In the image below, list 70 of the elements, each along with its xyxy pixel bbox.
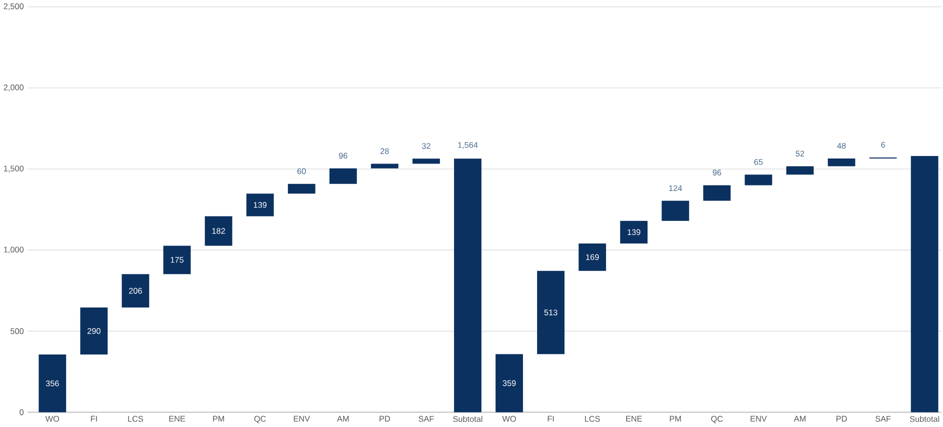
- data-label: 513: [544, 310, 558, 316]
- data-label: 96: [712, 170, 722, 176]
- bar: [246, 194, 274, 216]
- data-label: 65: [754, 159, 763, 166]
- bar: [204, 216, 232, 246]
- data-label: 356: [46, 380, 59, 387]
- x-tick-label: QC: [711, 416, 723, 424]
- bar: [786, 166, 814, 175]
- data-label: 96: [338, 153, 348, 159]
- y-tick-label: 500: [10, 328, 24, 334]
- x-tick-label: ENV: [750, 416, 767, 422]
- data-label: 182: [212, 228, 225, 234]
- x-tick-label: ENE: [626, 416, 642, 422]
- bar: [122, 274, 150, 308]
- bar: [329, 168, 357, 184]
- data-label: 52: [796, 150, 804, 157]
- x-tick-label: Subtotal: [910, 416, 940, 422]
- bar: [163, 246, 191, 274]
- x-tick-label: SAF: [418, 416, 434, 422]
- bar: [454, 158, 482, 412]
- bar: [496, 354, 523, 412]
- y-tick-label: 1,000: [4, 246, 24, 254]
- x-tick-label: PD: [836, 416, 847, 422]
- data-label: 124: [669, 186, 682, 192]
- bar: [370, 164, 398, 169]
- x-tick-label: PM: [670, 416, 681, 422]
- data-label: 169: [586, 254, 599, 260]
- bar: [38, 354, 66, 412]
- bar: [80, 308, 108, 355]
- bar: [662, 200, 690, 222]
- x-tick-label: WO: [502, 416, 516, 422]
- x-tick-label: AM: [337, 416, 349, 422]
- data-label: 28: [380, 148, 389, 154]
- x-tick-label: PD: [380, 416, 390, 422]
- data-label: 359: [502, 380, 516, 386]
- x-tick-label: FI: [90, 416, 97, 422]
- x-tick-label: PM: [213, 416, 224, 422]
- bar: [412, 158, 440, 164]
- y-tick-label: 2,000: [4, 84, 24, 92]
- bar: [828, 158, 856, 166]
- x-tick-label: LCS: [585, 416, 600, 422]
- data-label: 290: [88, 328, 100, 334]
- bar: [744, 174, 772, 186]
- y-tick-label: 2,500: [4, 4, 24, 10]
- x-tick-label: WO: [45, 416, 60, 422]
- x-tick-label: ENE: [169, 416, 186, 422]
- bar: [910, 156, 938, 412]
- x-tick-label: ENV: [294, 416, 310, 422]
- x-tick-label: LCS: [128, 416, 144, 422]
- bar: [537, 271, 565, 354]
- x-tick-label: QC: [254, 416, 266, 424]
- data-label: 6: [881, 142, 885, 148]
- y-tick-label: 0: [20, 410, 24, 416]
- data-label: 175: [170, 257, 184, 263]
- data-label: 48: [837, 143, 846, 149]
- x-tick-label: FI: [548, 416, 554, 422]
- y-tick-label: 1,500: [4, 166, 24, 173]
- bar: [578, 244, 606, 272]
- data-label: 60: [297, 168, 306, 174]
- x-tick-label: AM: [794, 416, 806, 422]
- data-label: 1,564: [458, 142, 478, 150]
- x-tick-label: Subtotal: [453, 416, 482, 422]
- bar: [703, 185, 731, 201]
- data-label: 139: [254, 202, 267, 208]
- data-label: 139: [628, 229, 640, 236]
- bar: [620, 221, 648, 244]
- x-tick-label: SAF: [875, 416, 891, 422]
- data-label: 206: [129, 288, 142, 294]
- data-label: 32: [422, 143, 430, 150]
- bar: [288, 184, 316, 194]
